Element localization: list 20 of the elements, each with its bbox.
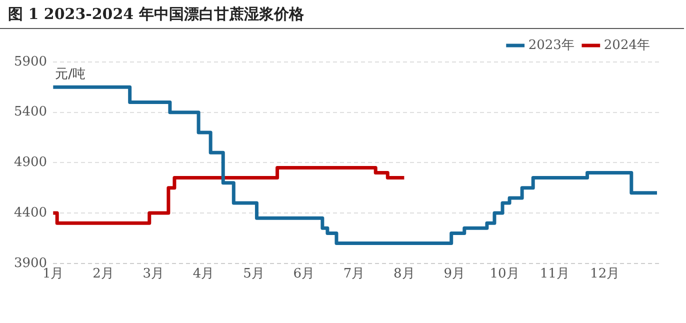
y-axis-title: 元/吨 [55,66,86,82]
x-tick-label: 9月 [444,266,465,282]
x-tick-label: 7月 [343,266,365,282]
x-tick-label: 5月 [243,266,264,282]
y-tick-label: 4900 [14,155,48,170]
y-tick-label: 5400 [14,104,48,120]
x-tick-label: 4月 [192,266,214,282]
x-tick-label: 8月 [394,266,415,282]
legend-label: 2024年 [604,38,650,53]
x-tick-label: 11月 [540,266,570,282]
chart-title: 图 1 2023-2024 年中国漂白甘蔗湿浆价格 [0,0,684,29]
x-tick-label: 6月 [293,266,315,282]
y-tick-label: 5900 [14,54,48,70]
legend-label: 2023年 [528,38,574,53]
y-tick-label: 4400 [14,205,48,220]
x-tick-label: 12月 [590,266,620,282]
x-tick-label: 3月 [142,266,164,282]
x-tick-label: 1月 [42,266,64,282]
x-tick-label: 10月 [490,266,520,282]
x-tick-label: 2月 [92,266,114,282]
